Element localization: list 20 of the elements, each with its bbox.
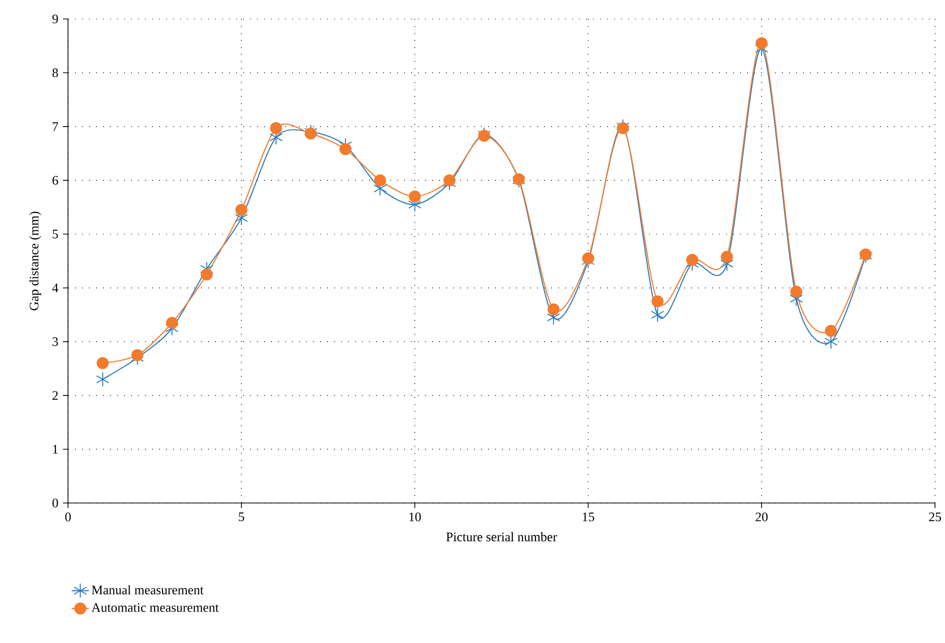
y-axis-title: Gap distance (mm) bbox=[29, 212, 42, 310]
x-tick-label: 0 bbox=[65, 512, 71, 522]
y-tick-label: 6 bbox=[52, 176, 58, 185]
x-tick-label: 25 bbox=[929, 512, 941, 522]
y-tick-label: 2 bbox=[52, 391, 58, 400]
x-tick-label: 20 bbox=[756, 512, 768, 522]
y-tick-label: 4 bbox=[52, 284, 58, 292]
y-tick-label: 1 bbox=[53, 444, 58, 454]
y-tick-label: 5 bbox=[52, 230, 58, 238]
x-axis-title: Picture serial number bbox=[446, 532, 557, 542]
y-tick-label: 7 bbox=[52, 122, 58, 131]
y-tick-label: 9 bbox=[52, 14, 58, 24]
y-tick-label: 3 bbox=[52, 337, 58, 346]
y-tick-label: 0 bbox=[52, 498, 58, 508]
legend-label: Manual measurement bbox=[92, 585, 204, 594]
x-tick-label: 10 bbox=[409, 512, 421, 522]
x-tick-label: 5 bbox=[238, 512, 244, 522]
legend-label: Automatic measurement bbox=[92, 603, 219, 612]
x-tick-label: 15 bbox=[582, 512, 594, 522]
y-tick-label: 8 bbox=[52, 68, 58, 78]
